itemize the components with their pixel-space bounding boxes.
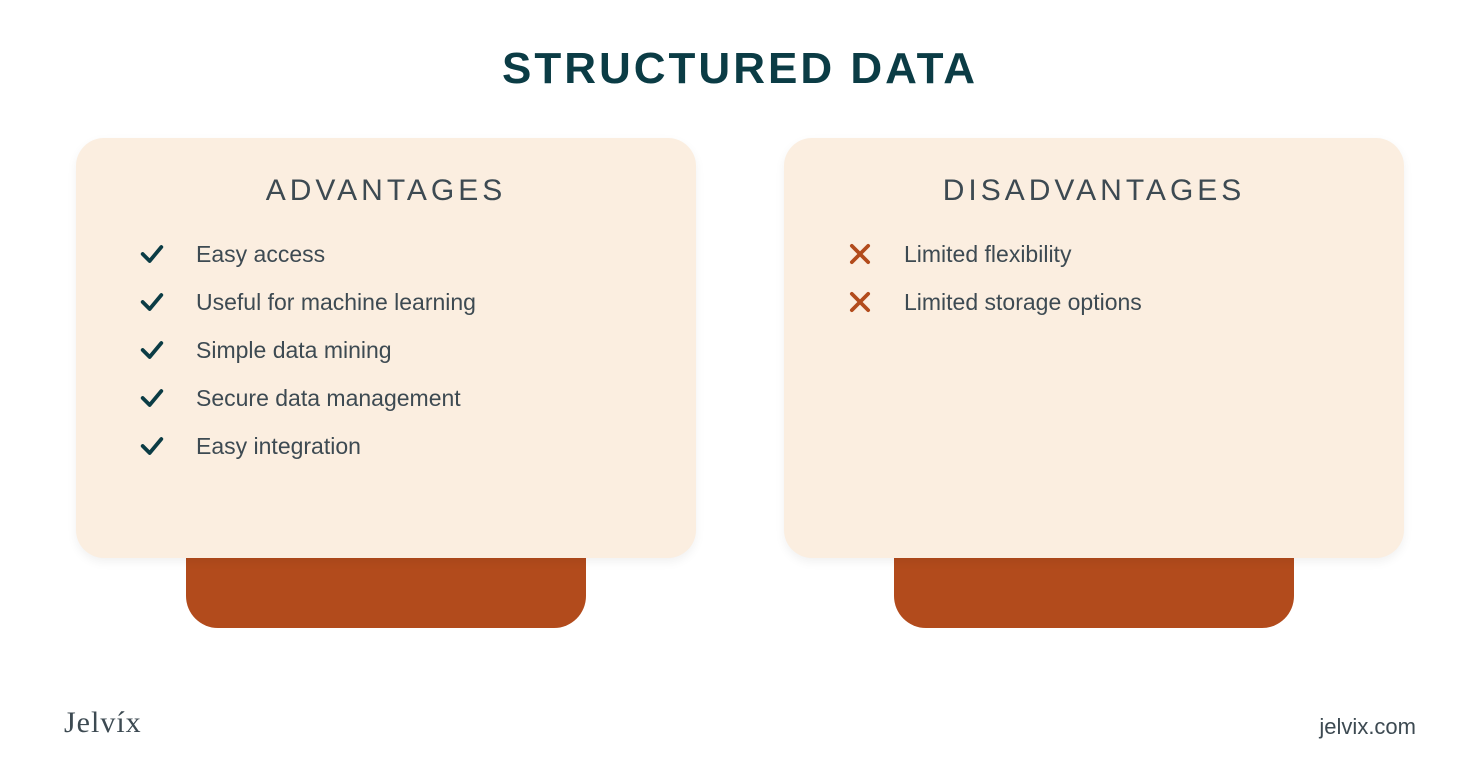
- item-list-advantages: Easy access Useful for machine learning Si…: [126, 240, 646, 460]
- check-icon: [138, 240, 166, 268]
- item-label: Secure data management: [196, 385, 461, 412]
- list-item: Simple data mining: [138, 336, 646, 364]
- list-item: Useful for machine learning: [138, 288, 646, 316]
- brand-url: jelvix.com: [1319, 714, 1416, 740]
- card-title-advantages: ADVANTAGES: [126, 174, 646, 208]
- list-item: Easy access: [138, 240, 646, 268]
- list-item: Limited flexibility: [846, 240, 1354, 268]
- check-icon: [138, 288, 166, 316]
- cards-row: ADVANTAGES Easy access Useful for machine …: [0, 114, 1480, 558]
- item-list-disadvantages: Limited flexibility Limited storage optio…: [834, 240, 1354, 316]
- check-icon: [138, 432, 166, 460]
- card-title-disadvantages: DISADVANTAGES: [834, 174, 1354, 208]
- page-title: STRUCTURED DATA: [0, 0, 1480, 114]
- card-wrap-disadvantages: DISADVANTAGESLimited flexibilityLimited …: [784, 138, 1404, 558]
- list-item: Secure data management: [138, 384, 646, 412]
- cross-icon: [846, 288, 874, 316]
- card-disadvantages: DISADVANTAGESLimited flexibilityLimited …: [784, 138, 1404, 558]
- list-item: Limited storage options: [846, 288, 1354, 316]
- check-icon: [138, 336, 166, 364]
- item-label: Useful for machine learning: [196, 289, 476, 316]
- item-label: Limited storage options: [904, 289, 1142, 316]
- item-label: Easy integration: [196, 433, 361, 460]
- card-advantages: ADVANTAGES Easy access Useful for machine …: [76, 138, 696, 558]
- item-label: Limited flexibility: [904, 241, 1071, 268]
- check-icon: [138, 384, 166, 412]
- item-label: Simple data mining: [196, 337, 392, 364]
- list-item: Easy integration: [138, 432, 646, 460]
- item-label: Easy access: [196, 241, 325, 268]
- brand-logo: Jelvíx: [64, 706, 142, 740]
- footer: Jelvíx jelvix.com: [0, 706, 1480, 740]
- cross-icon: [846, 240, 874, 268]
- card-wrap-advantages: ADVANTAGES Easy access Useful for machine …: [76, 138, 696, 558]
